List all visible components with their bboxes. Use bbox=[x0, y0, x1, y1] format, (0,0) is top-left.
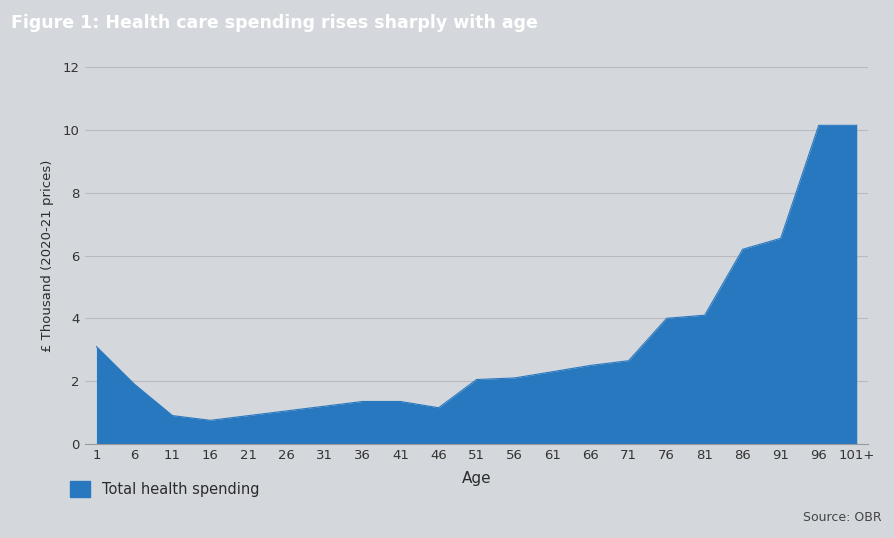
Legend: Total health spending: Total health spending bbox=[70, 482, 259, 497]
Y-axis label: £ Thousand (2020-21 prices): £ Thousand (2020-21 prices) bbox=[41, 159, 54, 352]
X-axis label: Age: Age bbox=[461, 471, 491, 486]
Text: Source: OBR: Source: OBR bbox=[802, 512, 881, 525]
Text: Figure 1: Health care spending rises sharply with age: Figure 1: Health care spending rises sha… bbox=[11, 14, 537, 32]
